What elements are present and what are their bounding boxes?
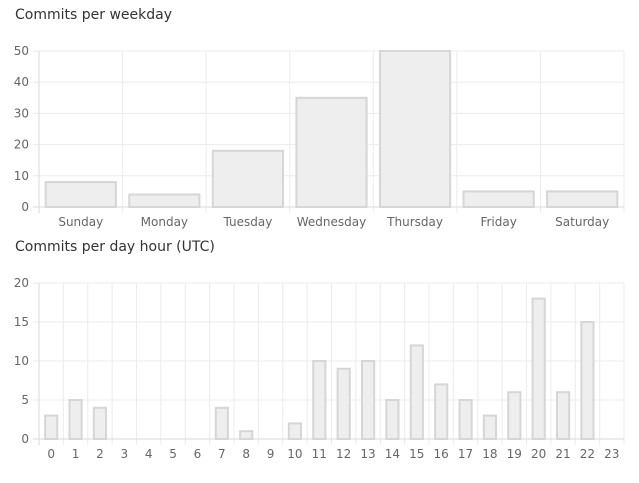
hour-bar: [336, 367, 351, 440]
weekday-xtick-label: Thursday: [386, 215, 443, 229]
hour-xtick-label: 1: [72, 447, 80, 461]
hour-xtick-label: 10: [287, 447, 302, 461]
hour-xtick-label: 11: [312, 447, 327, 461]
hour-bar: [409, 344, 424, 440]
hour-xtick-label: 2: [96, 447, 104, 461]
weekday-bar: [462, 190, 535, 208]
hour-xtick-label: 12: [336, 447, 351, 461]
weekday-xtick-label: Friday: [480, 215, 516, 229]
weekday-chart-title: Commits per weekday: [15, 7, 172, 23]
hour-bar: [531, 297, 546, 440]
weekday-bar: [546, 190, 619, 208]
hour-ytick-label: 5: [21, 393, 29, 407]
hour-xtick-label: 22: [580, 447, 595, 461]
hour-bar: [287, 422, 303, 440]
hour-xtick-label: 17: [458, 447, 473, 461]
weekday-xtick-label: Wednesday: [297, 215, 366, 229]
weekday-bar: [378, 50, 452, 208]
hour-xtick-label: 4: [145, 447, 153, 461]
hour-xtick-label: 6: [194, 447, 202, 461]
hour-chart-title: Commits per day hour (UTC): [15, 239, 215, 255]
hour-xtick-label: 8: [242, 447, 250, 461]
hour-bar: [44, 414, 59, 441]
hour-ytick-label: 20: [14, 276, 29, 290]
hour-bar: [214, 406, 229, 441]
hour-ytick-label: 10: [14, 354, 29, 368]
weekday-xtick-label: Saturday: [555, 215, 609, 229]
hour-bar: [580, 321, 595, 440]
hour-ytick-label: 0: [21, 432, 29, 446]
hour-bar: [458, 399, 473, 440]
weekday-bar: [44, 181, 117, 208]
weekday-ytick-label: 40: [14, 75, 29, 89]
hour-bar: [360, 360, 376, 440]
hour-xtick-label: 0: [47, 447, 55, 461]
weekday-bar: [295, 96, 368, 208]
hour-bar: [92, 406, 108, 441]
hour-bar: [507, 391, 522, 440]
hour-xtick-label: 19: [507, 447, 522, 461]
hour-xtick-label: 18: [482, 447, 497, 461]
weekday-xtick-label: Monday: [141, 215, 188, 229]
weekday-ytick-label: 50: [14, 44, 29, 58]
hour-xtick-label: 16: [434, 447, 449, 461]
hour-bar: [312, 360, 327, 440]
hour-xtick-label: 13: [360, 447, 375, 461]
hour-xtick-label: 21: [555, 447, 570, 461]
weekday-ytick-label: 20: [14, 138, 29, 152]
hour-xtick-label: 23: [604, 447, 619, 461]
hour-xtick-label: 7: [218, 447, 226, 461]
hour-bar: [482, 414, 498, 441]
hour-xtick-label: 5: [169, 447, 177, 461]
weekday-bar: [128, 193, 201, 209]
hour-xtick-label: 9: [267, 447, 275, 461]
hour-bar: [385, 399, 400, 440]
weekday-chart-plot: 0 10 20 30 40 50 Sunday Monday Tuesday Wednesday T…: [14, 44, 625, 229]
weekday-xtick-label: Tuesday: [223, 215, 273, 229]
hour-bar: [434, 383, 449, 440]
hour-bar: [68, 399, 83, 440]
hour-bar: [555, 391, 571, 440]
weekday-bar: [211, 149, 285, 208]
weekday-ytick-label: 10: [14, 169, 29, 183]
hour-bar: [239, 430, 254, 440]
hour-xtick-label: 14: [385, 447, 400, 461]
hour-xtick-label: 20: [531, 447, 546, 461]
weekday-xtick-label: Sunday: [58, 215, 103, 229]
weekday-ytick-label: 0: [21, 200, 29, 214]
hour-xtick-label: 3: [120, 447, 128, 461]
hour-ytick-label: 15: [14, 315, 29, 329]
weekday-ytick-label: 30: [14, 106, 29, 120]
hour-xtick-label: 15: [409, 447, 424, 461]
